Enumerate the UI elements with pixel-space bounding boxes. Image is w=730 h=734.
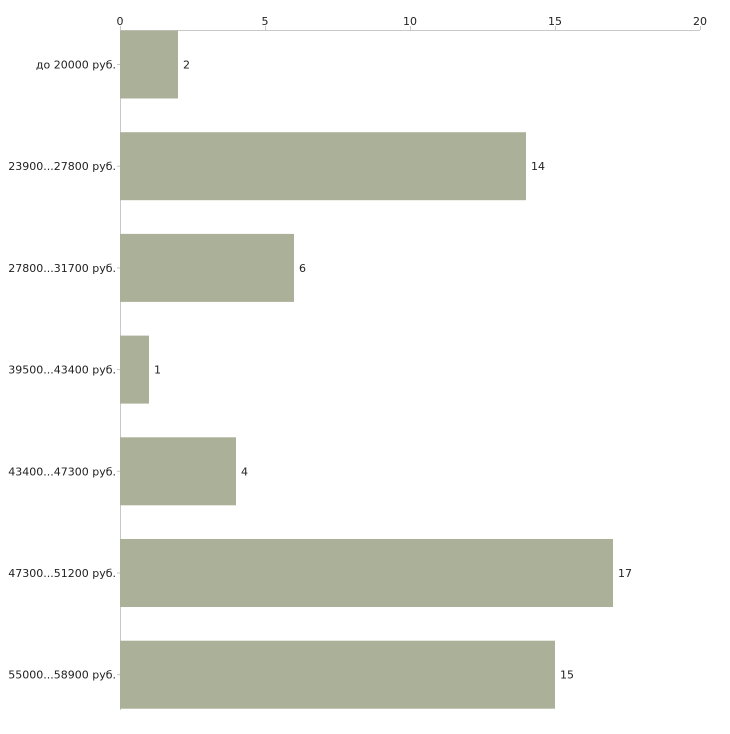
data-label: 14	[531, 160, 545, 173]
bar	[120, 30, 178, 99]
category-label: 27800...31700 руб.	[8, 262, 116, 275]
bar	[120, 539, 613, 607]
x-tick-label: 0	[117, 15, 124, 28]
bar	[120, 640, 555, 709]
data-label: 4	[241, 465, 248, 478]
bar	[120, 437, 236, 506]
data-label: 1	[154, 364, 161, 377]
category-label: 39500...43400 руб.	[8, 364, 116, 377]
data-label: 15	[560, 669, 574, 682]
bar	[120, 132, 526, 201]
x-tick-label: 15	[548, 15, 562, 28]
x-tick-label: 5	[262, 15, 269, 28]
x-tick-label: 10	[403, 15, 417, 28]
data-label: 2	[183, 59, 190, 72]
category-label: 23900...27800 руб.	[8, 160, 116, 173]
category-label: 43400...47300 руб.	[8, 465, 116, 478]
bar	[120, 335, 149, 404]
data-label: 17	[618, 567, 632, 580]
bar	[120, 233, 294, 302]
category-label: до 20000 руб.	[36, 59, 116, 72]
category-label: 55000...58900 руб.	[8, 669, 116, 682]
x-tick-label: 20	[693, 15, 707, 28]
category-label: 47300...51200 руб.	[8, 567, 116, 580]
bars-layer	[120, 30, 613, 709]
data-label: 6	[299, 262, 306, 275]
